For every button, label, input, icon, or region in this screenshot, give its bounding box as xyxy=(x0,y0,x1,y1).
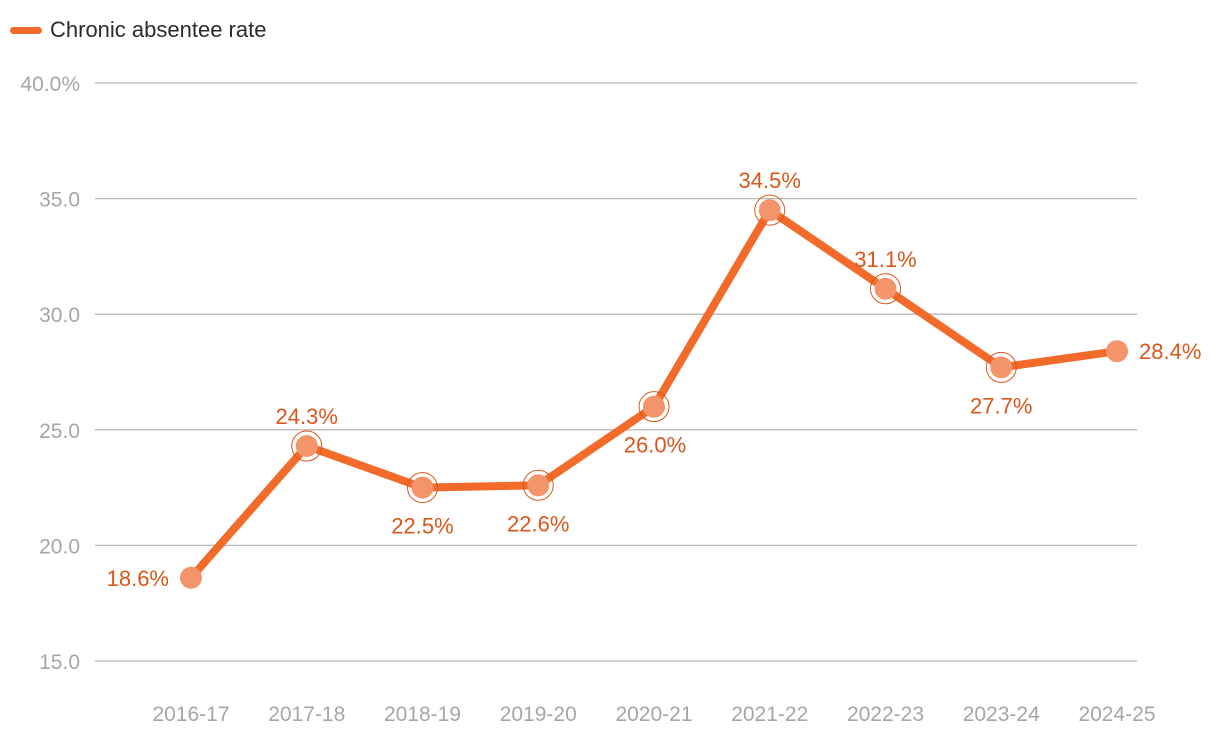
data-point xyxy=(874,277,897,300)
data-label: 24.3% xyxy=(276,404,338,429)
x-tick-label: 2023-24 xyxy=(963,703,1040,726)
data-point xyxy=(990,356,1013,379)
x-tick-label: 2016-17 xyxy=(152,703,229,726)
legend-label: Chronic absentee rate xyxy=(50,17,267,42)
data-point-ring xyxy=(522,469,554,501)
data-point-ring xyxy=(985,351,1017,383)
data-point-ring xyxy=(291,430,323,462)
y-tick-label: 15.0 xyxy=(39,651,80,674)
grid-lines xyxy=(95,82,1137,662)
x-axis-tick-labels: 2016-17 2017-18 2018-19 2019-20 2020-21 2021-… xyxy=(152,703,1155,726)
y-axis-tick-labels: 15.0 20.0 25.0 30.0 35.0 40.0% xyxy=(20,73,80,674)
x-tick-label: 2018-19 xyxy=(384,703,461,726)
data-point-ring xyxy=(638,391,670,423)
x-tick-label: 2017-18 xyxy=(268,703,345,726)
y-tick-label: 25.0 xyxy=(39,420,80,443)
legend-swatch xyxy=(10,26,42,34)
data-point xyxy=(295,434,318,457)
x-tick-label: 2024-25 xyxy=(1078,703,1155,726)
y-tick-label: 40.0% xyxy=(20,73,80,96)
x-tick-label: 2022-23 xyxy=(847,703,924,726)
data-point xyxy=(1106,340,1128,363)
data-point xyxy=(411,476,434,499)
data-label: 31.1% xyxy=(854,247,916,272)
data-label: 34.5% xyxy=(739,168,801,193)
legend: Chronic absentee rate xyxy=(10,16,266,44)
data-label: 28.4% xyxy=(1139,339,1201,364)
data-label: 22.5% xyxy=(391,514,453,539)
data-label: 18.6% xyxy=(107,566,169,591)
data-point xyxy=(643,395,665,418)
data-label: 27.7% xyxy=(970,393,1032,418)
series-chronic-absentee-rate xyxy=(180,194,1128,589)
x-tick-label: 2020-21 xyxy=(615,703,692,726)
data-labels: 18.6% 24.3% 22.5% 22.6% 26.0% 34.5% 31.1% 27.7%… xyxy=(107,168,1202,591)
data-point-ring xyxy=(870,273,901,305)
y-tick-label: 35.0 xyxy=(39,189,80,212)
y-tick-label: 20.0 xyxy=(39,535,80,558)
data-point-ring xyxy=(754,194,786,226)
x-tick-label: 2021-22 xyxy=(731,703,808,726)
data-point xyxy=(527,474,550,497)
data-point xyxy=(758,199,781,222)
data-point xyxy=(180,566,202,589)
data-label: 26.0% xyxy=(624,433,686,458)
y-tick-label: 30.0 xyxy=(39,304,80,327)
data-label: 22.6% xyxy=(507,511,569,536)
data-point-ring xyxy=(407,472,438,504)
x-tick-label: 2019-20 xyxy=(500,703,577,726)
